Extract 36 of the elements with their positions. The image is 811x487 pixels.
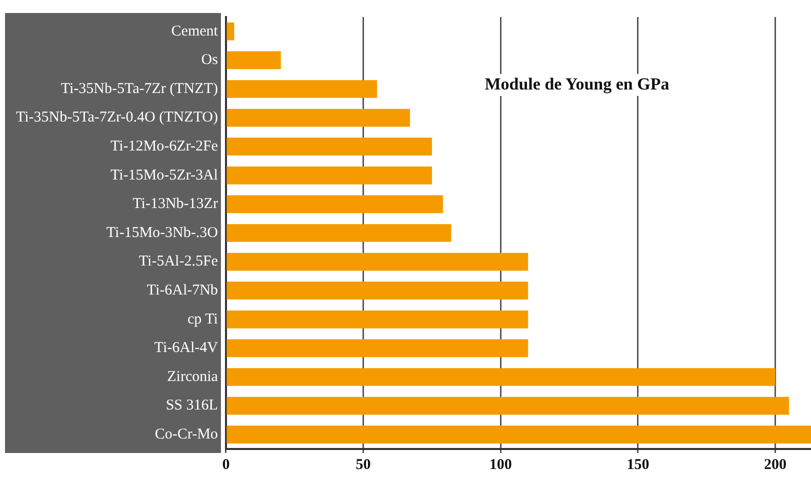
bar xyxy=(226,426,811,444)
bar xyxy=(226,339,528,358)
bar xyxy=(226,310,528,328)
y-tick-label: Ti-5Al-2.5Fe xyxy=(138,254,218,270)
y-tick-label: Ti-13Nb-13Zr xyxy=(132,196,218,212)
bar xyxy=(226,368,776,386)
x-tick-label: 50 xyxy=(356,456,371,473)
y-tick-label: Cement xyxy=(171,23,219,40)
bar xyxy=(226,396,790,415)
y-tick-label: Ti-6Al-7Nb xyxy=(146,282,218,299)
x-tick-label: 0 xyxy=(222,456,230,473)
y-tick-label: Zirconia xyxy=(167,368,218,385)
y-tick-label: Co-Cr-Mo xyxy=(154,426,218,443)
annotation: Module de Young en GPa xyxy=(484,74,670,94)
bar xyxy=(226,252,528,271)
y-tick-label: SS 316L xyxy=(166,398,218,414)
bar xyxy=(226,282,528,300)
y-tick-label: Ti-15Mo-5Zr-3Al xyxy=(110,167,218,184)
bar xyxy=(226,51,281,70)
x-tick-label: 200 xyxy=(764,456,787,473)
y-tick-label: Os xyxy=(201,52,218,68)
bar xyxy=(226,195,443,214)
y-tick-label: Ti-15Mo-3Nb-.3O xyxy=(106,224,218,241)
y-tick-label: Ti-35Nb-5Ta-7Zr-0.4O (TNZTO) xyxy=(16,110,218,126)
y-tick-label: cp Ti xyxy=(188,311,218,328)
x-tick-label: 150 xyxy=(626,456,650,473)
bar xyxy=(226,138,432,156)
x-tick-label: 100 xyxy=(489,456,512,473)
bar xyxy=(226,80,378,98)
bar xyxy=(226,108,410,127)
y-tick-label: Ti-6Al-4V xyxy=(154,340,218,356)
bar xyxy=(226,166,432,184)
y-tick-label: Ti-35Nb-5Ta-7Zr (TNZT) xyxy=(60,80,218,97)
y-tick-label: Ti-12Mo-6Zr-2Fe xyxy=(110,138,218,155)
bar xyxy=(226,22,234,40)
bar xyxy=(226,224,452,242)
